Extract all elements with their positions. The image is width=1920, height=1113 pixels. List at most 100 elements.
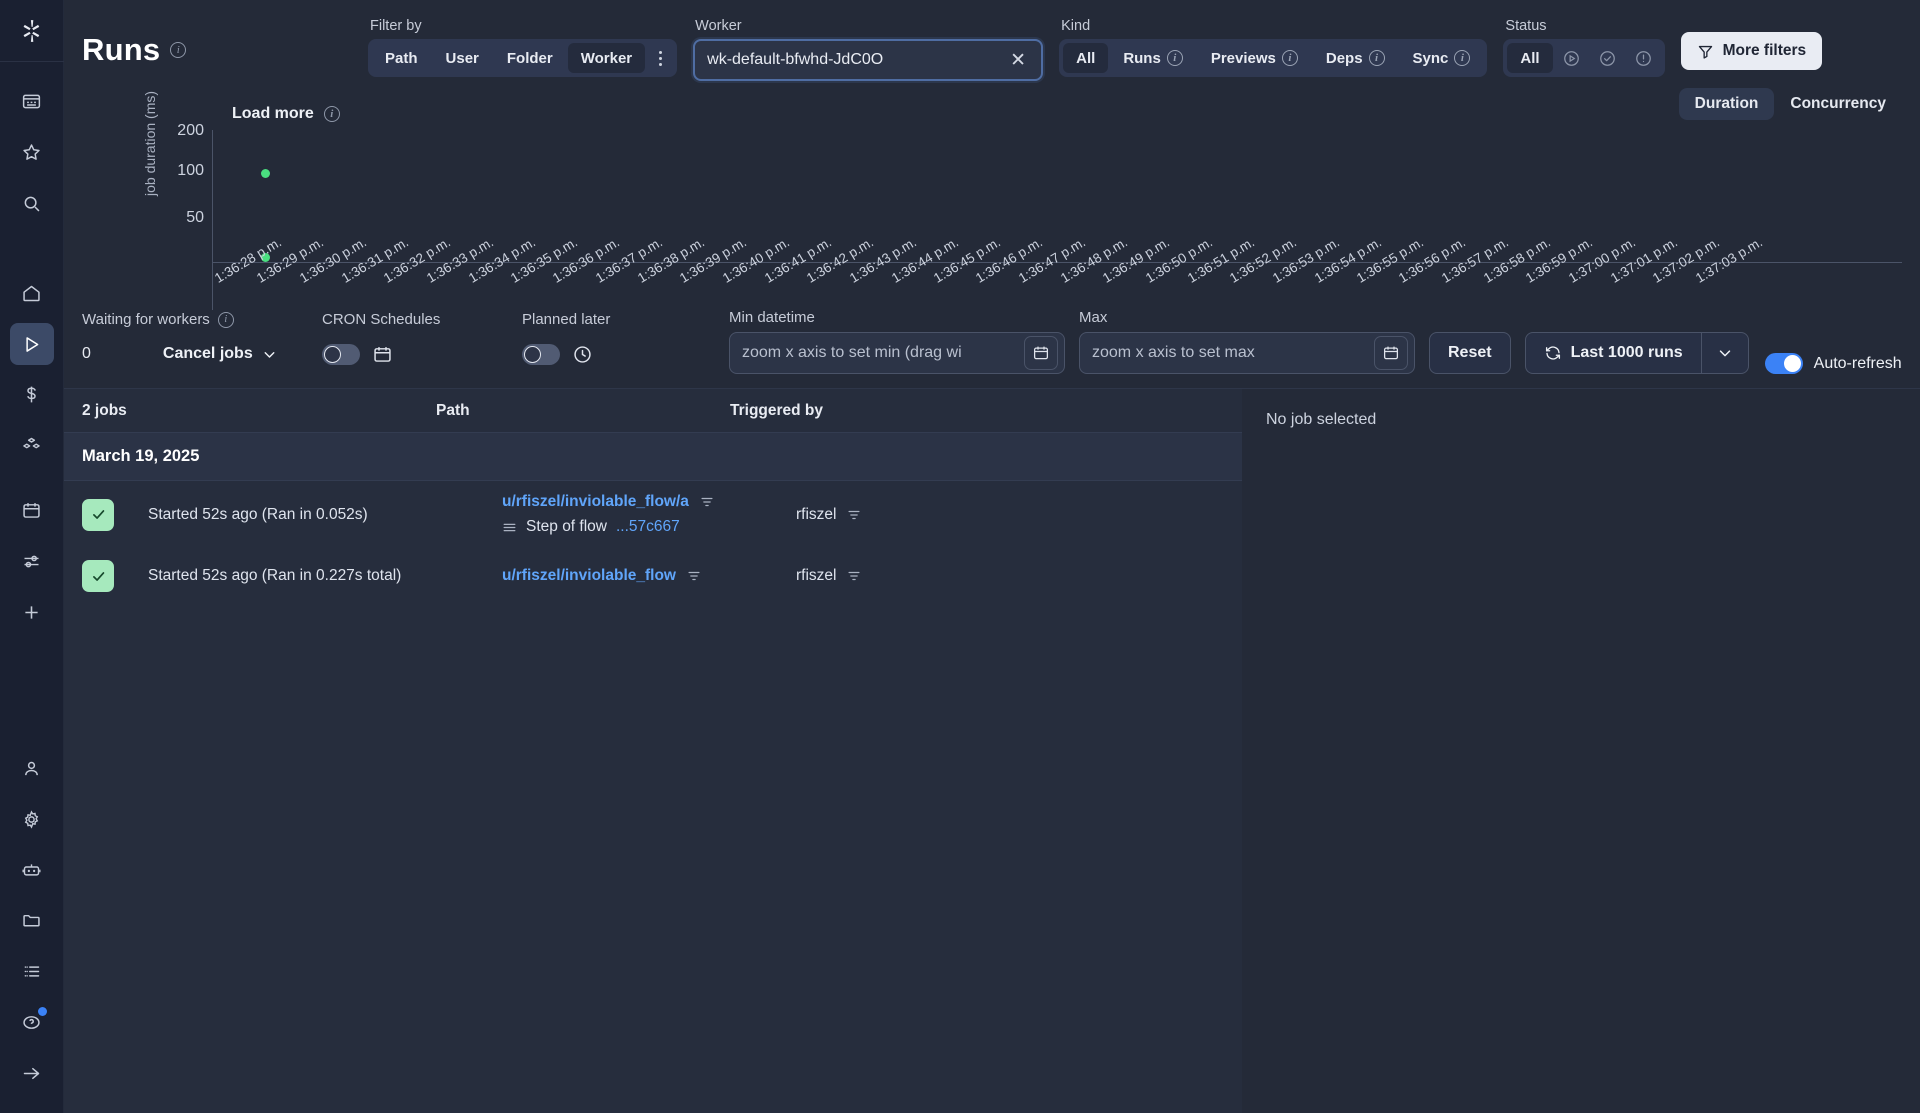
column-header-triggered-by: Triggered by [730, 401, 824, 419]
sidebar-item-home[interactable] [10, 272, 54, 315]
sidebar-item-runs[interactable] [9, 322, 54, 366]
kind-sync[interactable]: Sync i [1400, 43, 1484, 73]
kind-previews[interactable]: Previews i [1198, 43, 1311, 73]
load-more-button[interactable]: Load more i [232, 105, 340, 123]
date-group-header: March 19, 2025 [64, 433, 1242, 481]
filter-by-group: Filter by Path User Folder Worker [368, 10, 678, 77]
info-icon[interactable]: i [1368, 50, 1385, 66]
filter-by-label: Filter by [370, 18, 422, 34]
more-filters-label: More filters [1722, 42, 1807, 59]
worker-input[interactable] [707, 51, 1008, 69]
tab-duration[interactable]: Duration [1678, 88, 1775, 120]
info-icon[interactable]: i [1454, 50, 1471, 66]
status-all[interactable]: All [1507, 43, 1553, 73]
page-title-block: Runs i [82, 10, 352, 68]
failed-icon[interactable] [1627, 43, 1661, 73]
sidebar-item-favorites[interactable] [10, 131, 54, 174]
jobs-table-header: 2 jobs Path Triggered by [64, 389, 1242, 433]
range-chevron-button[interactable] [1700, 332, 1749, 374]
calendar-icon[interactable] [1024, 336, 1058, 370]
kind-all[interactable]: All [1063, 43, 1109, 73]
more-filters-button[interactable]: More filters [1680, 32, 1823, 70]
info-icon[interactable]: i [217, 311, 234, 328]
table-row[interactable]: Started 52s ago (Ran in 0.227s total) u/… [64, 548, 1242, 604]
info-icon[interactable]: i [323, 106, 340, 122]
cancel-jobs-dropdown[interactable]: Cancel jobs [163, 345, 278, 363]
row-triggered-by-label: rfiszel [796, 505, 837, 523]
chart-y-tick: 100 [177, 162, 204, 179]
sidebar-item-create[interactable] [10, 591, 54, 634]
chart-y-ticks: 200 100 50 [152, 78, 204, 248]
flow-step-icon [502, 520, 517, 535]
success-icon[interactable] [1591, 43, 1625, 73]
worker-field[interactable]: ✕ [693, 39, 1044, 81]
filter-by-worker[interactable]: Worker [567, 43, 646, 73]
sidebar-item-settings[interactable] [10, 798, 54, 841]
range-label: Last 1000 runs [1570, 344, 1683, 361]
info-icon[interactable]: i [170, 42, 187, 58]
kind-previews-label: Previews [1210, 49, 1276, 67]
auto-refresh-toggle[interactable] [1764, 353, 1803, 374]
min-datetime-group: Min datetime zoom x axis to set min (dra… [729, 309, 1065, 374]
cron-schedules-toggle[interactable] [322, 343, 360, 365]
sidebar-item-help[interactable] [10, 1001, 54, 1044]
range-button[interactable]: Last 1000 runs [1524, 332, 1701, 374]
filter-by-path[interactable]: Path [372, 43, 431, 73]
sidebar-item-schedules[interactable] [10, 489, 54, 532]
max-datetime-field[interactable]: zoom x axis to set max [1079, 332, 1415, 374]
sidebar-item-apps[interactable] [10, 80, 54, 123]
max-datetime-group: Max zoom x axis to set max [1079, 309, 1415, 374]
sidebar-item-expand[interactable] [10, 1052, 54, 1095]
waiting-for-workers-value: 0 [82, 345, 91, 362]
sidebar-item-search[interactable] [10, 182, 54, 225]
kind-deps[interactable]: Deps i [1313, 43, 1398, 73]
chevron-down-icon [1716, 344, 1734, 362]
row-path-link[interactable]: u/rfiszel/inviolable_flow [502, 567, 676, 584]
min-datetime-field[interactable]: zoom x axis to set min (drag wi [729, 332, 1065, 374]
info-icon[interactable]: i [1166, 50, 1183, 66]
auto-refresh-control[interactable]: Auto-refresh [1764, 353, 1902, 374]
row-path-link[interactable]: u/rfiszel/inviolable_flow/a [502, 493, 689, 510]
calendar-icon[interactable] [1374, 336, 1408, 370]
status-filter-group: Status All [1503, 10, 1665, 77]
status-all-label: All [1520, 49, 1540, 67]
filter-icon[interactable] [847, 569, 861, 583]
reset-button[interactable]: Reset [1429, 332, 1511, 374]
kebab-menu-icon[interactable] [647, 50, 673, 66]
sidebar-item-workers[interactable] [10, 849, 54, 892]
filter-by-user[interactable]: User [433, 43, 492, 73]
filter-icon[interactable] [700, 495, 714, 509]
no-job-selected-text: No job selected [1266, 411, 1377, 428]
info-icon[interactable]: i [1281, 50, 1298, 66]
worker-label: Worker [695, 18, 742, 34]
sidebar-item-variables[interactable] [10, 540, 54, 583]
running-icon[interactable] [1555, 43, 1589, 73]
filter-by-folder[interactable]: Folder [494, 43, 566, 73]
clock-icon [572, 344, 593, 365]
range-selector: Last 1000 runs [1524, 332, 1749, 374]
status-label: Status [1505, 18, 1547, 34]
filter-icon[interactable] [847, 508, 861, 522]
filter-icon[interactable] [687, 569, 701, 583]
chart-point[interactable] [261, 169, 270, 178]
tab-concurrency[interactable]: Concurrency [1790, 95, 1886, 112]
kind-sync-label: Sync [1412, 49, 1449, 67]
sidebar-item-folders[interactable] [10, 900, 54, 943]
sidebar-item-account[interactable] [10, 747, 54, 790]
row-status [82, 560, 148, 592]
sidebar [0, 0, 64, 1113]
sidebar-item-usage[interactable] [10, 373, 54, 416]
windmill-logo-icon[interactable] [0, 0, 64, 63]
chart-plot-area[interactable] [212, 130, 1902, 310]
duration-chart: Load more i job duration (ms) 200 100 50… [64, 78, 1920, 310]
row-step-id[interactable]: ...57c667 [616, 518, 680, 535]
close-icon[interactable]: ✕ [1010, 49, 1027, 71]
planned-later-toggle[interactable] [522, 343, 560, 365]
chart-point[interactable] [261, 253, 270, 262]
filter-by-folder-label: Folder [506, 49, 553, 67]
sidebar-item-resources[interactable] [10, 424, 54, 467]
sidebar-item-audit-logs[interactable] [10, 950, 54, 993]
row-started: Started 52s ago (Ran in 0.227s total) [148, 567, 402, 584]
table-row[interactable]: Started 52s ago (Ran in 0.052s) u/rfisze… [64, 481, 1242, 548]
kind-runs[interactable]: Runs i [1110, 43, 1196, 73]
